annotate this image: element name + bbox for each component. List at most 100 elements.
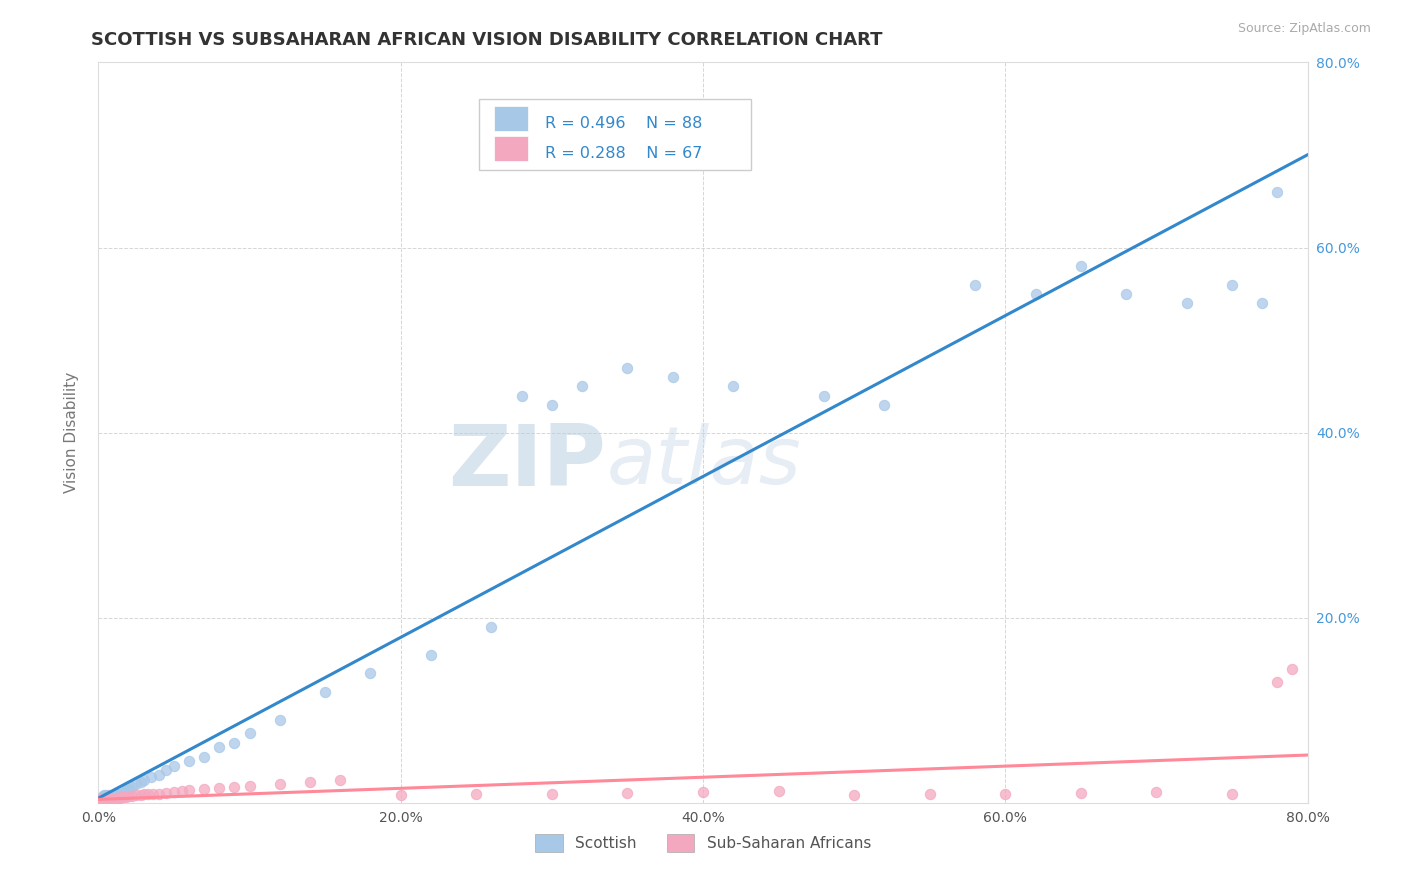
Point (420, 648, 443, 662)
Text: atlas: atlas (606, 423, 801, 501)
Point (91, 791, 114, 805)
Point (1281, 662, 1303, 676)
Point (105, 789, 128, 804)
Point (125, 777, 148, 791)
Point (94, 792, 117, 806)
Point (148, 768, 170, 782)
Point (269, 777, 291, 791)
Point (208, 780, 231, 795)
Point (93, 793, 115, 807)
Point (111, 790, 134, 805)
Point (965, 277, 987, 292)
Point (105, 787, 128, 801)
Legend: Scottish, Sub-Saharan Africans: Scottish, Sub-Saharan Africans (529, 829, 877, 858)
Point (98, 793, 121, 807)
Point (90, 794, 112, 808)
Point (94, 790, 117, 805)
Point (141, 770, 163, 784)
Point (89, 793, 111, 807)
Point (193, 749, 215, 764)
Text: SCOTTISH VS SUBSAHARAN AFRICAN VISION DISABILITY CORRELATION CHART: SCOTTISH VS SUBSAHARAN AFRICAN VISION DI… (91, 31, 883, 49)
Point (360, 666, 382, 681)
Point (91, 792, 114, 806)
Point (96, 793, 118, 807)
Point (170, 784, 193, 798)
Point (108, 788, 131, 802)
Point (132, 772, 155, 787)
Point (1267, 185, 1289, 199)
Point (269, 713, 291, 727)
Point (91, 789, 114, 804)
Point (108, 791, 131, 805)
Point (873, 398, 896, 412)
Point (101, 792, 124, 806)
Y-axis label: Vision Disability: Vision Disability (65, 372, 79, 493)
Point (101, 789, 124, 804)
Point (98, 792, 121, 806)
Point (299, 775, 322, 789)
Point (1070, 259, 1092, 273)
Point (918, 787, 941, 801)
Point (540, 398, 562, 412)
Point (155, 786, 177, 800)
Point (118, 789, 141, 804)
Point (96, 792, 118, 806)
Point (661, 370, 683, 384)
Point (813, 388, 835, 402)
Point (103, 789, 125, 803)
Point (329, 772, 352, 787)
Point (110, 787, 132, 801)
Point (89, 794, 111, 808)
Text: R = 0.496    N = 88: R = 0.496 N = 88 (544, 116, 702, 131)
Point (96, 791, 118, 805)
Point (90, 792, 112, 806)
Point (90, 793, 112, 807)
Point (1070, 786, 1092, 800)
Point (90, 792, 112, 806)
Point (90, 793, 112, 807)
Point (100, 792, 122, 806)
Point (91, 794, 114, 808)
FancyBboxPatch shape (494, 106, 527, 131)
Point (93, 794, 115, 808)
Point (98, 793, 121, 807)
Point (1267, 675, 1289, 690)
Point (768, 784, 790, 798)
Point (91, 795, 114, 809)
Point (692, 785, 714, 799)
Point (96, 792, 118, 806)
Point (994, 788, 1017, 802)
Point (179, 782, 201, 797)
Text: ZIP: ZIP (449, 421, 606, 504)
Point (118, 781, 141, 796)
Point (481, 620, 503, 634)
Point (104, 791, 127, 805)
Point (96, 793, 118, 807)
Point (101, 791, 124, 805)
Point (115, 782, 138, 797)
Point (193, 781, 215, 796)
Point (1175, 296, 1198, 310)
Point (1024, 286, 1046, 301)
Point (98, 792, 121, 806)
Point (111, 786, 134, 800)
Point (89, 794, 111, 808)
Point (100, 791, 122, 805)
Point (1144, 785, 1167, 799)
Point (844, 789, 866, 803)
Point (100, 793, 122, 807)
Point (239, 779, 262, 793)
Point (148, 787, 170, 801)
Point (90, 795, 112, 809)
FancyBboxPatch shape (494, 136, 527, 161)
Point (129, 789, 152, 803)
Point (239, 726, 262, 740)
Point (129, 775, 152, 789)
Point (389, 789, 412, 803)
Point (89, 795, 111, 809)
Point (91, 793, 114, 807)
Point (93, 791, 115, 805)
Point (100, 791, 122, 805)
Point (114, 784, 136, 798)
Point (91, 794, 114, 808)
